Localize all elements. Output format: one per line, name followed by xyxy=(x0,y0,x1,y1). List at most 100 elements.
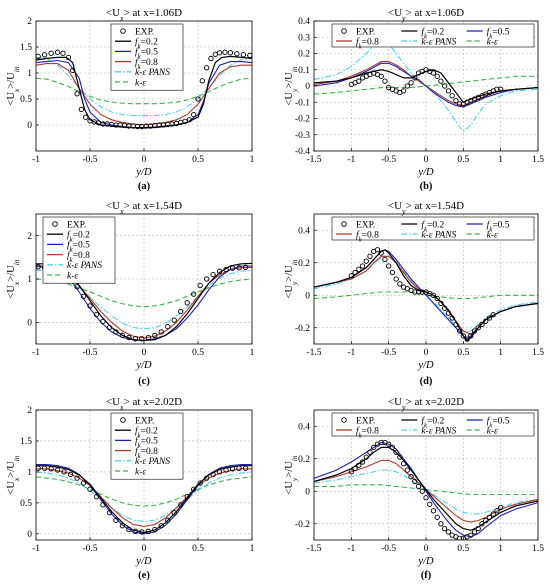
legend-box xyxy=(110,412,184,480)
exp-marker xyxy=(74,91,80,97)
y-tick-label: -0.2 xyxy=(295,324,310,334)
exp-marker xyxy=(404,467,410,473)
exp-marker xyxy=(464,336,470,342)
x-axis-label: y/D xyxy=(135,167,152,178)
legend-label-ke: k-ε xyxy=(135,467,146,477)
exp-marker xyxy=(191,486,197,492)
legend-box xyxy=(331,412,535,437)
exp-marker xyxy=(397,281,403,287)
exp-marker xyxy=(382,78,388,84)
exp-marker xyxy=(87,303,93,309)
exp-marker xyxy=(186,117,193,123)
x-tick-label: 0.5 xyxy=(457,155,469,165)
exp-marker xyxy=(126,334,132,341)
legend-label-kepans: k-ε PANS xyxy=(421,37,456,47)
exp-marker xyxy=(494,86,500,92)
exp-marker xyxy=(434,295,440,302)
exp-marker xyxy=(139,529,145,535)
exp-marker xyxy=(400,88,407,94)
legend-label-ke: k-ε xyxy=(135,78,146,88)
chart-title: <Ux> at x=1.54D xyxy=(106,200,182,216)
exp-marker xyxy=(453,97,459,104)
exp-marker xyxy=(356,266,362,272)
exp-marker xyxy=(203,276,210,282)
x-tick-label: -0.5 xyxy=(82,348,97,358)
panel-label: (f) xyxy=(421,570,432,581)
exp-marker xyxy=(445,88,452,94)
exp-marker xyxy=(178,308,184,315)
exp-marker xyxy=(393,449,399,455)
exp-marker xyxy=(393,276,399,282)
exp-marker xyxy=(48,50,54,56)
x-tick-label: -0.5 xyxy=(82,544,97,554)
y-tick-label: 1 xyxy=(27,69,32,79)
exp-marker xyxy=(36,264,41,270)
x-tick-label: 0.5 xyxy=(192,155,204,165)
exp-marker xyxy=(54,49,61,55)
x-tick-label: 1 xyxy=(250,348,255,358)
panel-f: -1.5 -1 -0.5 0 0.5 1 1.5 -0.2 0 0.2 0.4 <Uy> at x=2… xyxy=(284,396,544,581)
x-tick-label: -1.5 xyxy=(306,155,321,165)
exp-marker xyxy=(498,504,504,511)
exp-marker xyxy=(216,50,223,56)
exp-marker xyxy=(367,253,373,259)
y-tick-label: -0.2 xyxy=(295,520,310,530)
exp-marker xyxy=(100,502,106,508)
exp-marker xyxy=(415,483,422,490)
exp-marker xyxy=(158,329,164,335)
x-tick-label: -1.5 xyxy=(306,544,321,554)
exp-marker xyxy=(367,449,373,455)
exp-marker xyxy=(442,83,448,89)
x-tick-label: 0 xyxy=(424,155,429,165)
legend-label-fk02: fk=0.2 xyxy=(67,230,90,244)
x-tick-label: -0.5 xyxy=(82,155,97,165)
series-line-kepans xyxy=(36,471,252,522)
legend-label-fk08: fk=0.8 xyxy=(356,36,379,50)
exp-marker xyxy=(427,501,433,507)
exp-marker xyxy=(434,73,440,79)
legend-label-fk08: fk=0.8 xyxy=(356,425,379,439)
y-axis-label: <Ux>/Uin xyxy=(6,66,21,105)
exp-marker xyxy=(152,526,158,533)
exp-marker xyxy=(378,439,384,446)
chart-title: <Uy> at x=1.06D xyxy=(388,7,464,23)
y-tick-label: 0.2 xyxy=(298,455,310,465)
exp-marker xyxy=(356,78,362,84)
y-tick-label: -0.3 xyxy=(295,131,310,141)
x-tick-label: 1 xyxy=(498,348,503,358)
exp-marker xyxy=(171,317,177,323)
x-tick-label: -0.5 xyxy=(381,348,396,358)
exp-marker xyxy=(490,312,496,318)
y-axis-label: <Uy>/Uin xyxy=(284,259,299,298)
exp-marker xyxy=(236,265,242,271)
exp-marker xyxy=(408,473,414,480)
series-line-fk05 xyxy=(36,463,252,535)
legend-label-exp: EXP. xyxy=(135,27,154,37)
exp-marker xyxy=(203,65,210,71)
plot-area xyxy=(36,463,252,535)
legend-label-fk05: fk=0.5 xyxy=(135,436,158,450)
exp-marker xyxy=(67,471,74,478)
exp-marker xyxy=(475,525,481,532)
exp-marker xyxy=(352,465,358,472)
exp-marker xyxy=(242,465,249,471)
y-axis-label: <Uy>/Uin xyxy=(284,455,299,494)
exp-marker xyxy=(106,324,113,331)
exp-marker xyxy=(36,53,41,60)
exp-marker xyxy=(363,454,369,460)
chart-title: <Uy> at x=2.02D xyxy=(388,396,464,412)
exp-marker xyxy=(445,310,452,316)
x-tick-label: 1 xyxy=(250,155,255,165)
x-axis-label: y/D xyxy=(417,556,434,567)
exp-marker xyxy=(348,273,354,279)
x-tick-label: -1.5 xyxy=(306,348,321,358)
exp-marker xyxy=(498,86,504,92)
legend-label-exp: EXP. xyxy=(356,27,375,37)
exp-marker xyxy=(479,321,485,328)
exp-marker xyxy=(419,488,425,494)
y-tick-label: 0 xyxy=(305,82,310,92)
exp-marker xyxy=(152,332,158,338)
